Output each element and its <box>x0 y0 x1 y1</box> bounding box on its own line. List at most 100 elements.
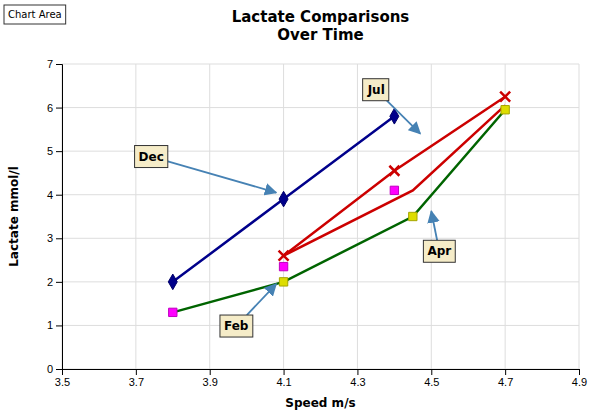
tick-label: 7 <box>47 58 53 70</box>
axis-line <box>63 370 580 376</box>
tick: 0 <box>47 363 62 375</box>
marker <box>168 274 177 290</box>
grid <box>62 64 579 369</box>
tick-mark <box>136 369 137 375</box>
grid-line <box>62 194 579 195</box>
marker <box>279 278 287 286</box>
chart: 3.5 3.7 3.9 4.1 4.3 4.5 4.7 4.9 0 1 2 3 4 5 6 7 Lactate … <box>0 0 601 417</box>
grid-line <box>62 281 579 282</box>
tick-label: 3.5 <box>55 376 70 388</box>
tick-mark <box>56 195 62 196</box>
y-axis: 0 1 2 3 4 5 6 7 <box>47 58 63 375</box>
grid-line <box>135 64 136 369</box>
tick-label: 4 <box>47 189 53 201</box>
markers <box>168 92 510 317</box>
annotation-arrow <box>247 284 276 315</box>
annotation-text: Apr <box>427 244 451 258</box>
marker <box>501 106 509 114</box>
tick: 1 <box>47 319 62 331</box>
annotation-arrow <box>168 161 276 192</box>
tick: 4.9 <box>572 369 587 388</box>
tick-mark <box>56 282 62 283</box>
tick: 3 <box>47 232 62 244</box>
tick-mark <box>56 64 62 65</box>
annotation: Apr <box>423 211 455 262</box>
series-line <box>173 116 395 282</box>
annotation-text: Chart Area <box>8 9 62 20</box>
annotation-box <box>4 5 66 24</box>
x-axis-title: Speed m/s <box>285 396 355 410</box>
grid-line <box>579 64 580 369</box>
annotation: Chart Area <box>4 5 66 24</box>
tick-label: 3.9 <box>203 376 218 388</box>
tick-label: 4.1 <box>276 376 291 388</box>
tick-label: 5 <box>47 145 53 157</box>
marker <box>279 262 287 270</box>
tick: 5 <box>47 145 62 157</box>
marker <box>389 166 399 176</box>
tick-label: 3.7 <box>129 376 144 388</box>
grid-line <box>62 325 579 326</box>
tick-label: 6 <box>47 102 53 114</box>
series-line <box>284 97 506 256</box>
tick: 4 <box>47 189 62 201</box>
annotation-box <box>363 79 389 101</box>
marker <box>409 212 417 220</box>
grid-line <box>357 64 358 369</box>
annotation-arrow <box>387 101 420 134</box>
tick: 2 <box>47 276 62 288</box>
tick-mark <box>56 325 62 326</box>
marker <box>500 92 510 102</box>
annotation: Feb <box>220 284 276 337</box>
series-line <box>284 105 506 255</box>
annotation-box <box>135 146 168 168</box>
annotation-box <box>220 315 253 337</box>
tick-mark <box>56 108 62 109</box>
tick: 3.5 <box>55 369 70 388</box>
x-axis: 3.5 3.7 3.9 4.1 4.3 4.5 4.7 4.9 <box>55 369 587 388</box>
annotation: Jul <box>363 79 421 134</box>
annotation-arrow <box>431 211 437 240</box>
tick: 6 <box>47 102 62 114</box>
tick-label: 0 <box>47 363 53 375</box>
tick: 3.7 <box>129 369 144 388</box>
tick: 4.5 <box>424 369 439 388</box>
grid-line <box>283 64 284 369</box>
annotation-text: Jul <box>367 83 385 97</box>
tick-mark <box>56 369 62 370</box>
marker <box>279 191 288 207</box>
tick-mark <box>431 369 432 375</box>
tick-mark <box>579 369 580 375</box>
tick: 4.1 <box>276 369 291 388</box>
tick-label: 4.3 <box>350 376 365 388</box>
axis-line <box>56 65 63 370</box>
tick-label: 4.5 <box>424 376 439 388</box>
title: Lactate ComparisonsOver Time <box>232 8 410 44</box>
tick-mark <box>505 369 506 375</box>
tick-label: 2 <box>47 276 53 288</box>
tick-label: 1 <box>47 319 53 331</box>
tick-mark <box>56 238 62 239</box>
tick-mark <box>284 369 285 375</box>
tick: 4.3 <box>350 369 365 388</box>
annotation: Dec <box>135 146 277 193</box>
annotation-text: Dec <box>139 150 164 164</box>
grid-line <box>209 64 210 369</box>
tick-label: 4.7 <box>498 376 513 388</box>
tick-mark <box>357 369 358 375</box>
tick-mark <box>56 151 62 152</box>
lines <box>173 97 505 313</box>
y-axis-title: Lactate mmol/l <box>7 166 21 267</box>
annotations: Dec Feb Jul Apr Chart Area <box>4 5 455 337</box>
series-line <box>173 110 505 313</box>
marker <box>169 308 177 316</box>
tick: 7 <box>47 58 62 70</box>
plot-area <box>168 92 510 317</box>
marker <box>390 186 398 194</box>
tick: 4.7 <box>498 369 513 388</box>
annotation-text: Feb <box>224 319 249 333</box>
annotation-box <box>423 240 455 262</box>
tick-label: 3 <box>47 232 53 244</box>
marker <box>279 251 289 261</box>
tick-mark <box>210 369 211 375</box>
